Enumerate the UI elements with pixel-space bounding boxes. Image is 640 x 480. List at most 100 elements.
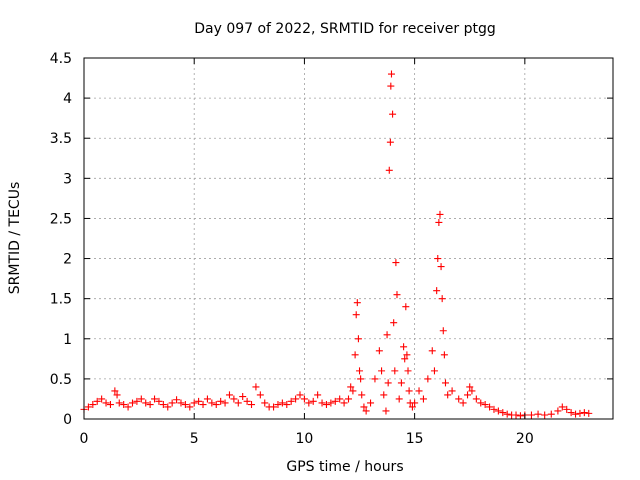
- data-point: [239, 393, 247, 401]
- data-point: [527, 411, 535, 419]
- data-point: [113, 391, 121, 399]
- data-point: [300, 395, 308, 403]
- data-point: [441, 379, 449, 387]
- data-point: [490, 405, 498, 413]
- data-point: [356, 367, 364, 375]
- data-point: [357, 375, 365, 383]
- data-point: [296, 391, 304, 399]
- data-point: [393, 291, 401, 299]
- y-tick-label: 1: [63, 332, 72, 348]
- data-point: [362, 407, 370, 415]
- data-point: [387, 82, 395, 90]
- data-point: [256, 391, 264, 399]
- data-point: [186, 403, 194, 411]
- data-point: [354, 335, 362, 343]
- data-point: [208, 399, 216, 407]
- data-point: [434, 255, 442, 263]
- data-point: [375, 347, 383, 355]
- data-point: [159, 401, 167, 409]
- data-point: [459, 399, 467, 407]
- data-point: [438, 295, 446, 303]
- data-point: [391, 367, 399, 375]
- x-tick-label: 15: [406, 431, 424, 447]
- data-point: [352, 311, 360, 319]
- data-point: [155, 397, 163, 405]
- data-point: [576, 409, 584, 417]
- data-point: [177, 399, 185, 407]
- data-point: [347, 383, 355, 391]
- data-point: [351, 351, 359, 359]
- data-point: [464, 391, 472, 399]
- data-point: [572, 410, 580, 418]
- data-point: [261, 399, 269, 407]
- data-point: [111, 387, 119, 395]
- data-point: [243, 397, 251, 405]
- data-point: [322, 401, 330, 409]
- data-point: [486, 403, 494, 411]
- data-point: [93, 397, 101, 405]
- data-point: [466, 383, 474, 391]
- data-point: [212, 401, 220, 409]
- data-point: [331, 397, 339, 405]
- data-point: [195, 397, 203, 405]
- data-point: [534, 410, 542, 418]
- data-point: [386, 138, 394, 146]
- data-point: [424, 375, 432, 383]
- data-point: [287, 397, 295, 405]
- data-point: [106, 401, 114, 409]
- data-point: [585, 409, 593, 417]
- chart-title: Day 097 of 2022, SRMTID for receiver ptg…: [194, 21, 496, 37]
- data-point: [181, 401, 189, 409]
- data-point: [358, 391, 366, 399]
- y-tick-label: 0: [63, 412, 72, 428]
- data-point: [98, 395, 106, 403]
- data-point: [563, 405, 571, 413]
- data-point: [115, 399, 123, 407]
- y-tick-label: 0.5: [50, 372, 72, 388]
- data-point: [283, 401, 291, 409]
- data-point: [353, 299, 361, 307]
- data-point: [472, 395, 480, 403]
- data-point: [230, 395, 238, 403]
- y-tick-label: 2.5: [50, 211, 72, 227]
- data-point: [408, 403, 416, 411]
- data-point: [274, 401, 282, 409]
- data-point: [392, 259, 400, 267]
- x-tick-label: 10: [296, 431, 314, 447]
- data-point: [400, 343, 408, 351]
- data-point: [151, 395, 159, 403]
- plot-frame: [83, 57, 614, 420]
- x-tick-label: 5: [190, 431, 199, 447]
- data-point: [164, 403, 172, 411]
- data-point: [436, 210, 444, 218]
- data-point: [146, 401, 154, 409]
- data-point: [137, 395, 145, 403]
- data-point: [405, 387, 413, 395]
- y-tick-labels: 0 0.5 1 1.5 2 2.5 3 3.5 4 4.5: [50, 51, 72, 428]
- data-point: [270, 403, 278, 411]
- data-point: [401, 355, 409, 363]
- data-point: [128, 399, 136, 407]
- y-tick-label: 4.5: [50, 51, 72, 67]
- data-point: [397, 379, 405, 387]
- y-axis-label: SRMTID / TECUs: [7, 182, 23, 295]
- y-tick-label: 3.5: [50, 131, 72, 147]
- data-point: [340, 399, 348, 407]
- x-tick-labels: 0 5 10 15 20: [80, 431, 534, 447]
- data-point: [384, 379, 392, 387]
- data-point: [428, 347, 436, 355]
- data-point: [516, 412, 524, 420]
- data-point: [225, 391, 233, 399]
- data-point: [547, 410, 555, 418]
- data-point: [494, 407, 502, 415]
- data-point: [168, 399, 176, 407]
- data-point: [203, 395, 211, 403]
- data-point: [402, 303, 410, 311]
- data-point: [448, 387, 456, 395]
- data-point: [349, 387, 357, 395]
- data-point: [360, 403, 368, 411]
- data-point: [336, 395, 344, 403]
- data-point: [455, 395, 463, 403]
- data-point: [554, 407, 562, 415]
